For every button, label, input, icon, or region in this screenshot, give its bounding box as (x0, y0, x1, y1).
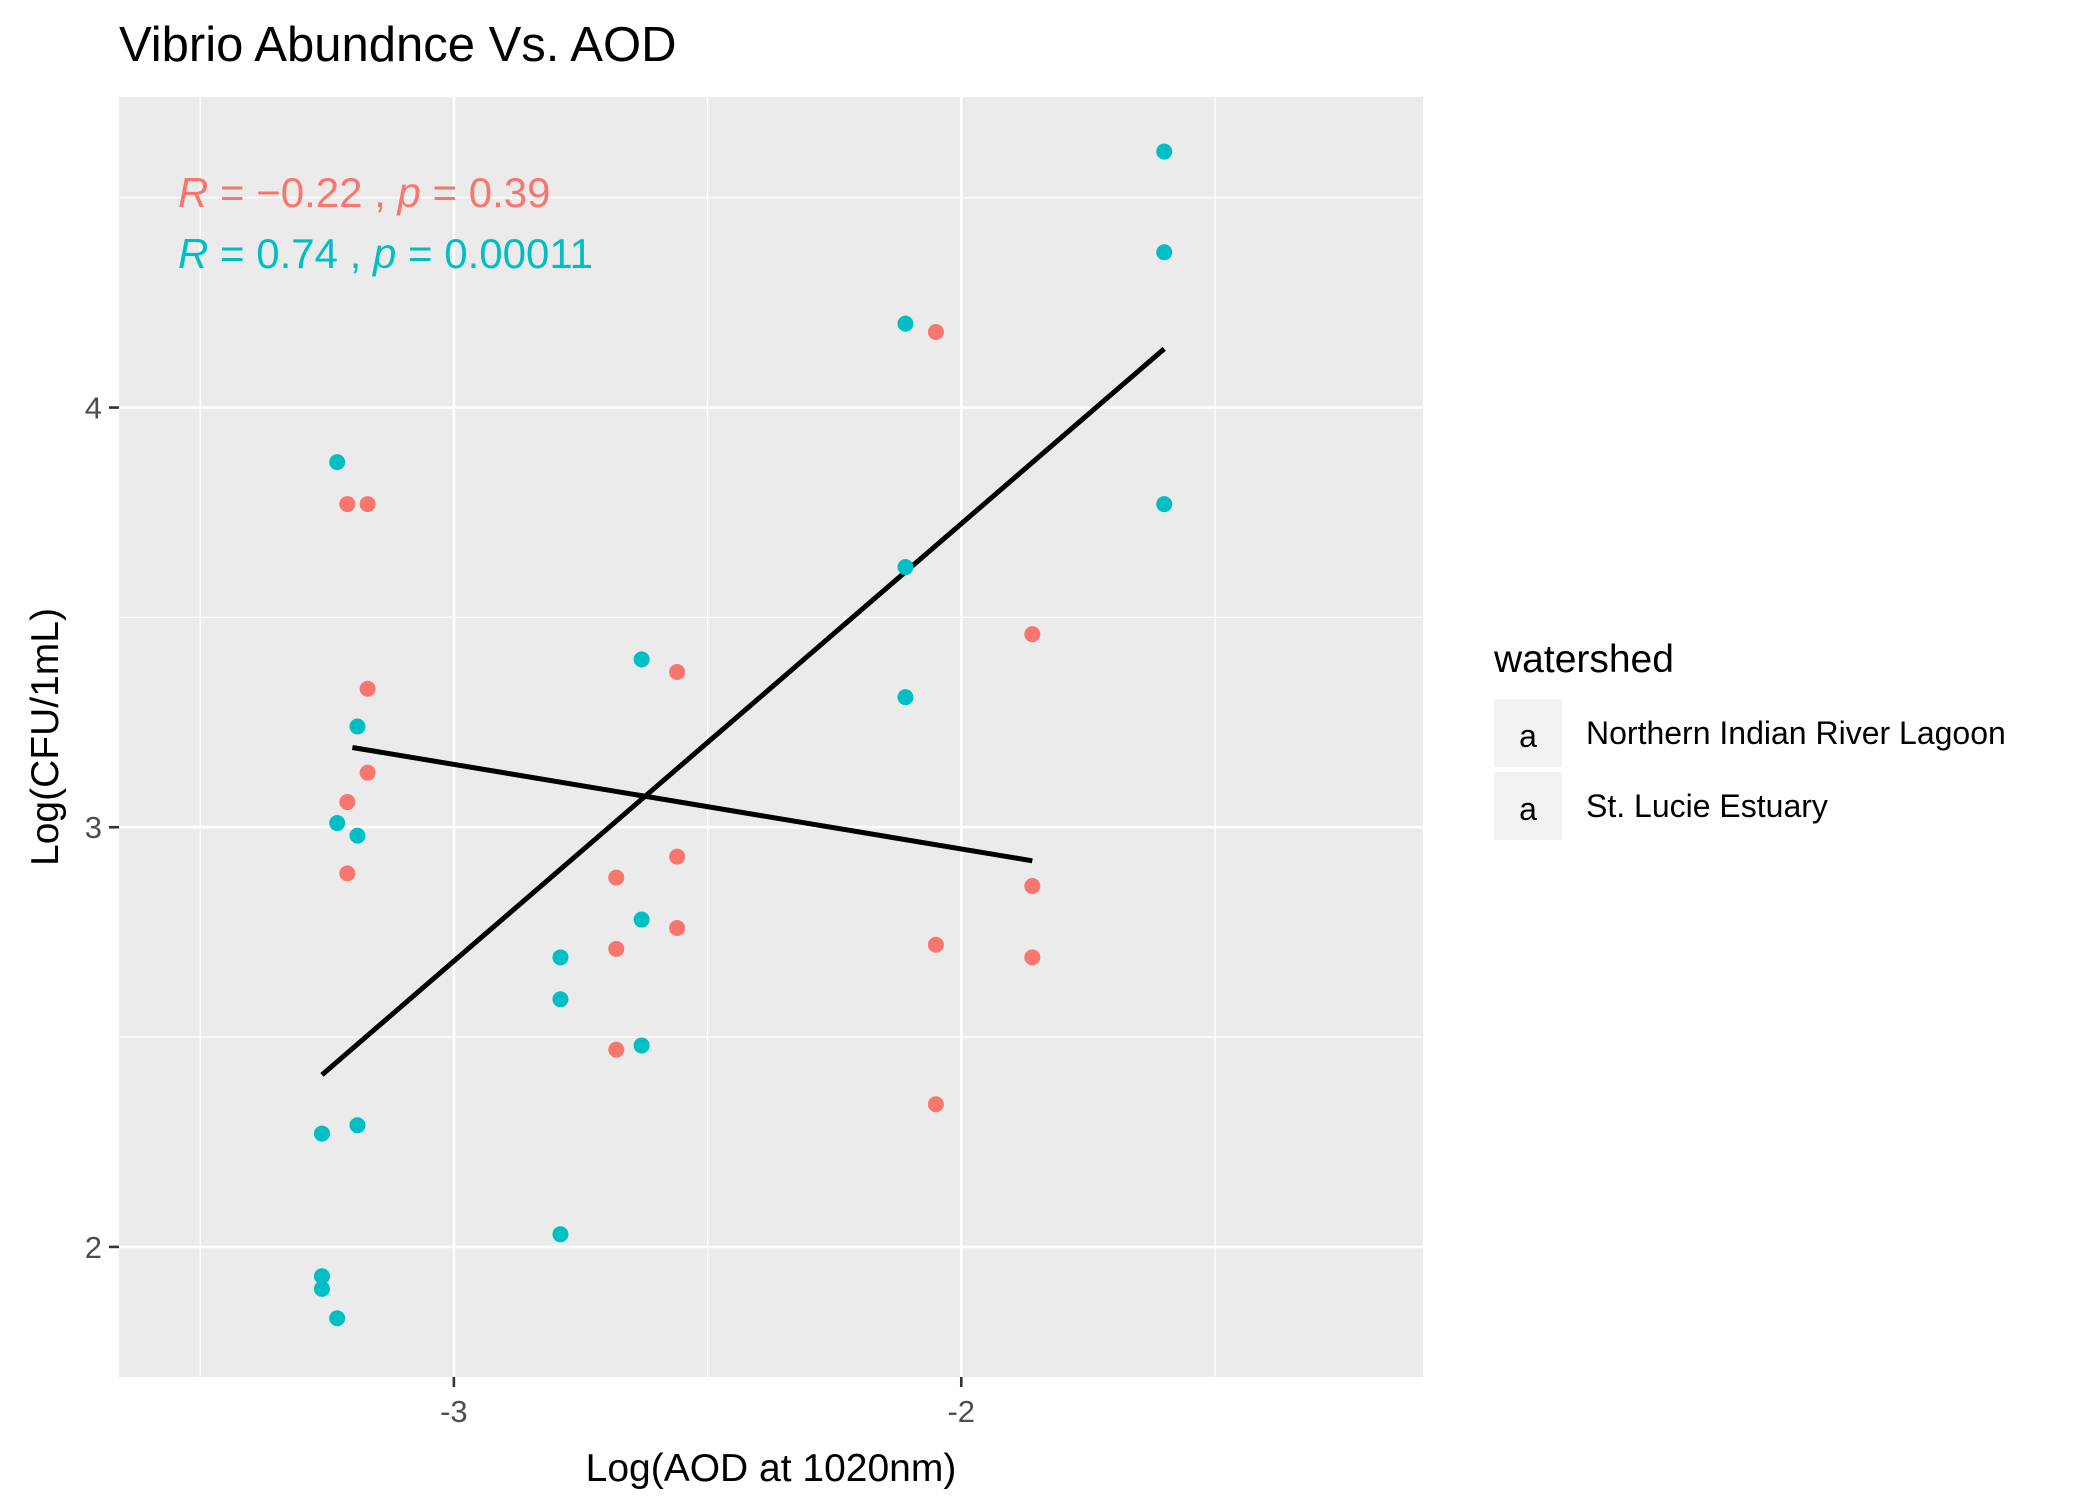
legend-title: watershed (1493, 638, 1674, 681)
data-point-series-2 (1156, 143, 1173, 160)
data-point-series-2 (329, 454, 346, 471)
data-point-series-1 (339, 794, 356, 811)
legend-key-glyph: a (1519, 718, 1537, 754)
data-point-series-1 (359, 764, 376, 781)
data-point-series-2 (313, 1268, 330, 1285)
data-point-series-2 (313, 1280, 330, 1297)
data-point-series-1 (1024, 949, 1041, 966)
data-point-series-2 (313, 1125, 330, 1142)
legend: watershed a Northern Indian River Lagoona… (1493, 638, 2006, 840)
legend-key-glyph: a (1519, 791, 1537, 827)
data-point-series-1 (608, 869, 625, 886)
data-point-series-1 (1024, 877, 1041, 894)
regression-line-series-2 (320, 346, 1166, 1077)
correlation-annotation-series-1: R = −0.22 , p = 0.39 (178, 169, 551, 216)
data-point-series-1 (359, 680, 376, 697)
data-point-series-2 (897, 559, 914, 576)
minor-gridlines (119, 97, 1423, 1377)
data-point-series-1 (669, 919, 686, 936)
regression-line-series-1 (351, 745, 1033, 864)
y-tick-label: 3 (85, 810, 102, 845)
data-point-series-1 (359, 496, 376, 513)
y-tick-label: 4 (85, 391, 102, 426)
data-point-series-1 (927, 1096, 944, 1113)
data-point-series-1 (608, 1041, 625, 1058)
legend-items: a Northern Indian River Lagoon a St. Lucie … (1494, 699, 2006, 840)
x-tick-label: -3 (440, 1394, 468, 1429)
y-tick-label: 2 (85, 1230, 102, 1265)
data-point-series-1 (927, 936, 944, 953)
data-point-series-1 (1024, 626, 1041, 643)
y-axis-title: Log(CFU/1mL) (24, 608, 67, 866)
data-point-series-1 (339, 496, 356, 513)
data-points (313, 143, 1173, 1327)
legend-label-series-1: Northern Indian River Lagoon (1586, 715, 2006, 751)
axis-ticks: -3 -2 2 3 4 (85, 391, 975, 1429)
plot-panel (119, 97, 1423, 1377)
data-point-series-2 (1156, 244, 1173, 261)
data-point-series-2 (897, 689, 914, 706)
legend-label-series-2: St. Lucie Estuary (1586, 788, 1828, 824)
x-tick-label: -2 (947, 1394, 975, 1429)
chart-title: Vibrio Abundnce Vs. AOD (119, 18, 677, 72)
data-point-series-1 (669, 663, 686, 680)
legend-key-box (1494, 699, 1562, 767)
data-point-series-1 (339, 865, 356, 882)
legend-key-box (1494, 772, 1562, 840)
data-point-series-2 (552, 949, 569, 966)
data-point-series-1 (927, 324, 944, 341)
data-point-series-2 (633, 1037, 650, 1054)
data-point-series-2 (349, 718, 366, 735)
data-point-series-2 (349, 827, 366, 844)
data-point-series-2 (329, 1310, 346, 1327)
data-point-series-2 (349, 1117, 366, 1134)
data-point-series-2 (329, 815, 346, 832)
correlation-annotation-series-2: R = 0.74 , p = 0.00011 (178, 230, 593, 277)
data-point-series-2 (1156, 496, 1173, 513)
data-point-series-2 (633, 651, 650, 668)
data-point-series-1 (608, 940, 625, 957)
data-point-series-2 (552, 1226, 569, 1243)
data-point-series-2 (552, 991, 569, 1008)
data-point-series-2 (897, 315, 914, 332)
data-point-series-2 (633, 911, 650, 928)
x-axis-title: Log(AOD at 1020nm) (586, 1447, 957, 1490)
regression-lines (320, 346, 1166, 1077)
data-point-series-1 (669, 848, 686, 865)
correlation-annotations: R = −0.22 , p = 0.39 R = 0.74 , p = 0.000… (178, 169, 593, 277)
